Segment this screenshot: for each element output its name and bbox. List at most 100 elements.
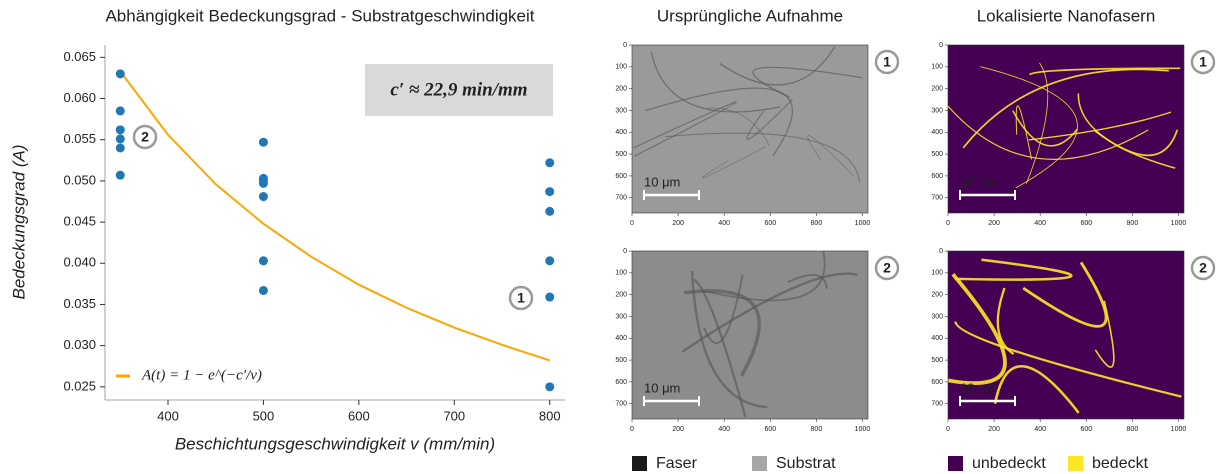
marker-label: 1 (883, 54, 891, 70)
x-tick-label: 400 (157, 408, 179, 423)
data-point (116, 69, 125, 78)
legend-label: A(t) = 1 − e^(−c′/v) (141, 367, 262, 383)
x-tick-label: 0 (630, 220, 634, 227)
x-tick-label: 1000 (1171, 220, 1187, 227)
x-tick-label: 1000 (855, 220, 871, 227)
data-point (116, 125, 125, 134)
x-tick-label: 200 (672, 426, 684, 433)
x-tick-label: 400 (1034, 220, 1046, 227)
annotation: c′ ≈ 22,9 min/mm (390, 79, 527, 100)
data-point (259, 256, 268, 265)
y-tick-label: 300 (931, 107, 943, 114)
data-point (116, 171, 125, 180)
x-tick-label: 800 (811, 220, 823, 227)
x-tick-label: 0 (946, 426, 950, 433)
x-tick-label: 600 (764, 426, 776, 433)
x-tick-label: 1000 (1171, 426, 1187, 433)
legend-swatch (948, 456, 963, 471)
legend-label: unbedeckt (972, 455, 1046, 472)
y-tick-label: 600 (931, 173, 943, 180)
x-axis-label: Beschichtungsgeschwindigkeit v (mm/min) (175, 434, 495, 453)
y-tick-label: 0 (623, 42, 627, 49)
y-axis-label: Bedeckungsgrad (A) (9, 145, 28, 300)
y-tick-label: 400 (615, 129, 627, 136)
data-point (259, 192, 268, 201)
y-tick-label: 0.050 (63, 172, 96, 187)
y-tick-label: 300 (931, 313, 943, 320)
x-tick-label: 600 (1080, 426, 1092, 433)
x-tick-label: 600 (764, 220, 776, 227)
data-point (545, 256, 554, 265)
y-tick-label: 700 (615, 401, 627, 408)
x-tick-label: 600 (1080, 220, 1092, 227)
y-tick-label: 500 (615, 357, 627, 364)
y-tick-label: 600 (931, 379, 943, 386)
data-point (259, 138, 268, 147)
x-tick-label: 800 (1127, 220, 1139, 227)
y-tick-label: 100 (615, 270, 627, 277)
y-tick-label: 0.030 (63, 337, 96, 352)
y-tick-label: 0.055 (63, 131, 96, 146)
y-tick-label: 400 (931, 335, 943, 342)
y-tick-label: 300 (615, 313, 627, 320)
y-tick-label: 0 (939, 248, 943, 255)
y-tick-label: 300 (615, 107, 627, 114)
y-tick-label: 700 (931, 401, 943, 408)
panel-title: Lokalisierte Nanofasern (977, 6, 1156, 25)
x-tick-label: 800 (811, 426, 823, 433)
data-point (116, 143, 125, 152)
x-tick-label: 800 (1127, 426, 1139, 433)
y-tick-label: 500 (931, 151, 943, 158)
y-tick-label: 0.025 (63, 378, 96, 393)
legend-swatch (632, 456, 647, 471)
y-tick-label: 700 (615, 195, 627, 202)
x-tick-label: 200 (672, 220, 684, 227)
y-tick-label: 0.035 (63, 296, 96, 311)
x-tick-label: 600 (348, 408, 370, 423)
y-tick-label: 0 (623, 248, 627, 255)
legend-swatch (752, 456, 767, 471)
y-tick-label: 0.065 (63, 49, 96, 64)
y-tick-label: 400 (615, 335, 627, 342)
y-tick-label: 100 (615, 64, 627, 71)
y-tick-label: 500 (931, 357, 943, 364)
y-tick-label: 100 (931, 270, 943, 277)
scale-bar-label: 10 μm (960, 380, 996, 395)
x-tick-label: 700 (443, 408, 465, 423)
y-tick-label: 0 (939, 42, 943, 49)
legend-swatch (1068, 456, 1083, 471)
data-point (545, 187, 554, 196)
chart-title: Abhängigkeit Bedeckungsgrad - Substratge… (105, 6, 534, 25)
y-tick-label: 200 (931, 291, 943, 298)
data-point (545, 158, 554, 167)
y-tick-label: 0.060 (63, 90, 96, 105)
x-tick-label: 500 (253, 408, 275, 423)
x-tick-label: 200 (988, 220, 1000, 227)
marker-label: 1 (1199, 54, 1207, 70)
x-tick-label: 1000 (855, 426, 871, 433)
data-point (259, 179, 268, 188)
scale-bar-label: 10 μm (960, 174, 996, 189)
figure: Abhängigkeit Bedeckungsgrad - Substratge… (0, 0, 1219, 474)
marker-label: 2 (141, 129, 149, 145)
y-tick-label: 500 (615, 151, 627, 158)
x-tick-label: 0 (946, 220, 950, 227)
y-tick-label: 0.040 (63, 255, 96, 270)
marker-label: 2 (1199, 260, 1207, 276)
panel-title: Ursprüngliche Aufnahme (657, 6, 843, 25)
y-tick-label: 0.045 (63, 214, 96, 229)
legend-label: Substrat (776, 455, 836, 472)
x-tick-label: 0 (630, 426, 634, 433)
y-tick-label: 200 (615, 85, 627, 92)
data-point (545, 207, 554, 216)
y-tick-label: 700 (931, 195, 943, 202)
y-tick-label: 200 (615, 291, 627, 298)
y-tick-label: 600 (615, 173, 627, 180)
legend-label: Faser (656, 455, 698, 472)
marker-label: 2 (883, 260, 891, 276)
scale-bar-label: 10 μm (644, 380, 680, 395)
scale-bar-label: 10 μm (644, 174, 680, 189)
marker-label: 1 (517, 290, 525, 306)
x-tick-label: 200 (988, 426, 1000, 433)
y-tick-label: 400 (931, 129, 943, 136)
